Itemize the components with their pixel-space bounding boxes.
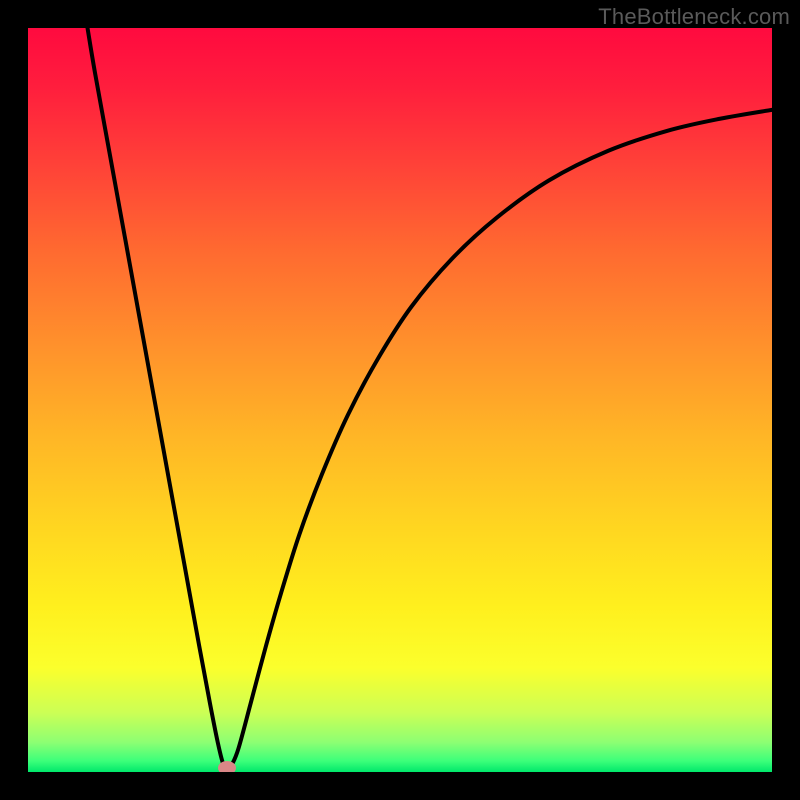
bottleneck-curve [28,28,772,772]
chart-container: TheBottleneck.com [0,0,800,800]
plot-area [28,28,772,772]
minimum-marker [218,761,236,772]
watermark-text: TheBottleneck.com [598,4,790,30]
